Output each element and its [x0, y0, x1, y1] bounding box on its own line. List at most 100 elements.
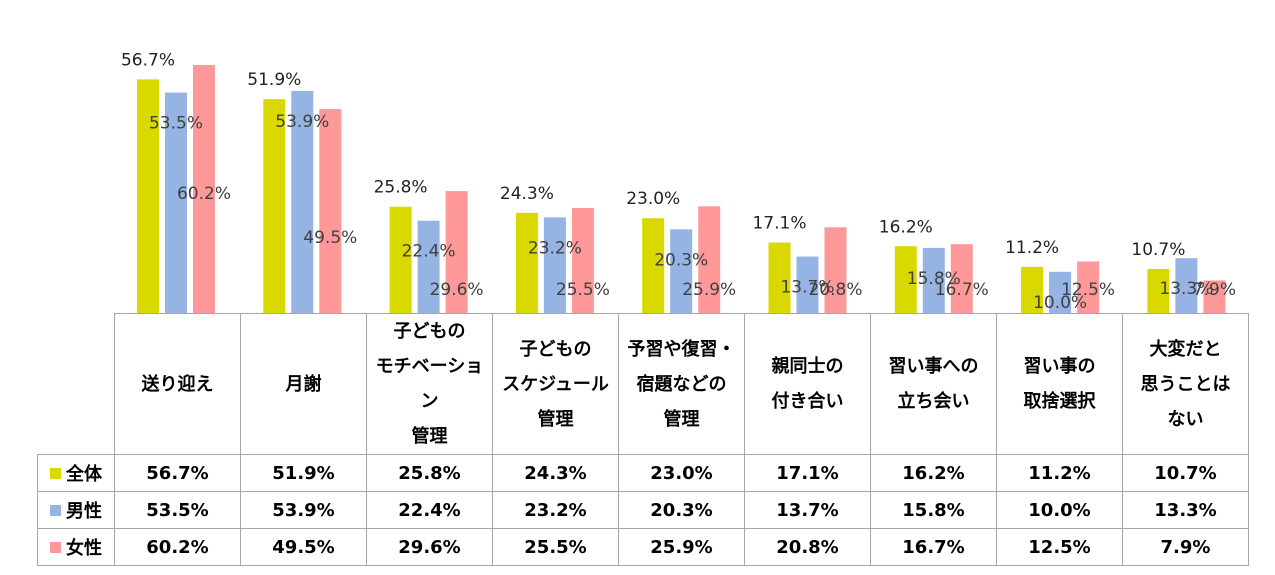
bar-全体-5: [768, 242, 791, 313]
table-cell-女性-7: 12.5%: [996, 528, 1123, 566]
table-cell-全体-1: 51.9%: [240, 454, 367, 492]
bar-女性-7: [1077, 261, 1100, 313]
table-corner: [37, 313, 115, 455]
table-cell-男性-5: 13.7%: [744, 491, 871, 529]
data-label-女性-5: 20.8%: [808, 280, 862, 300]
bar-男性-5: [796, 256, 819, 313]
data-table: 送り迎え 月謝 子どもの モチベーション 管理 子どもの スケジュール 管理 予習や復習・ 宿題な…: [37, 313, 1249, 566]
data-label-全体-6: 16.2%: [879, 217, 933, 237]
table-cell-女性-5: 20.8%: [744, 528, 871, 566]
table-cell-全体-2: 25.8%: [366, 454, 493, 492]
bar-女性-8: [1203, 280, 1226, 313]
table-cell-男性-1: 53.9%: [240, 491, 367, 529]
category-header-3: 子どもの スケジュール 管理: [492, 313, 619, 455]
bar-全体-6: [894, 246, 917, 313]
legend-swatch: [50, 504, 61, 516]
legend-entry-男性: 男性: [37, 491, 115, 529]
bar-女性-6: [950, 244, 973, 313]
bar-全体-7: [1021, 266, 1044, 313]
table-cell-女性-1: 49.5%: [240, 528, 367, 566]
data-label-男性-0: 53.5%: [149, 114, 203, 134]
data-label-全体-0: 56.7%: [121, 50, 175, 70]
bar-女性-0: [193, 64, 215, 313]
data-label-男性-1: 53.9%: [275, 112, 329, 132]
series-row-女性: 女性 60.2% 49.5% 29.6% 25.5% 25.9% 20.8% 16.7% 12.…: [37, 528, 1249, 566]
legend-swatch: [50, 541, 61, 553]
table-cell-女性-4: 25.9%: [618, 528, 745, 566]
bar-男性-4: [670, 229, 693, 313]
bar-男性-0: [165, 92, 187, 313]
bar-女性-1: [319, 109, 342, 313]
table-cell-男性-6: 15.8%: [870, 491, 997, 529]
table-cell-女性-0: 60.2%: [114, 528, 241, 566]
bar-全体-8: [1147, 268, 1170, 313]
table-cell-全体-0: 56.7%: [114, 454, 241, 492]
table-cell-男性-4: 20.3%: [618, 491, 745, 529]
bar-男性-8: [1175, 258, 1198, 313]
table-cell-男性-2: 22.4%: [366, 491, 493, 529]
category-header-2: 子どもの モチベーション 管理: [366, 313, 493, 455]
legend-swatch: [50, 467, 61, 479]
category-header-5: 親同士の 付き合い: [744, 313, 871, 455]
bar-女性-2: [445, 191, 468, 313]
category-header-7: 習い事の 取捨選択: [996, 313, 1123, 455]
category-header-4: 予習や復習・ 宿題などの 管理: [618, 313, 745, 455]
table-cell-全体-3: 24.3%: [492, 454, 619, 492]
category-row: 送り迎え 月謝 子どもの モチベーション 管理 子どもの スケジュール 管理 予習や復習・ 宿題な…: [37, 313, 1249, 455]
table-cell-全体-4: 23.0%: [618, 454, 745, 492]
table-cell-全体-5: 17.1%: [744, 454, 871, 492]
data-label-全体-2: 25.8%: [374, 178, 428, 198]
bar-男性-1: [291, 90, 314, 313]
bar-全体-0: [137, 79, 159, 313]
category-header-1: 月謝: [240, 313, 367, 455]
data-label-男性-6: 15.8%: [907, 269, 961, 289]
bar-全体-4: [642, 218, 665, 313]
data-label-女性-0: 60.2%: [177, 184, 231, 204]
table-cell-男性-3: 23.2%: [492, 491, 619, 529]
bar-女性-4: [698, 206, 721, 313]
bar-男性-3: [543, 217, 566, 313]
table-cell-女性-3: 25.5%: [492, 528, 619, 566]
bar-男性-2: [417, 220, 440, 313]
data-label-女性-3: 25.5%: [556, 280, 610, 300]
data-label-男性-3: 23.2%: [528, 238, 582, 258]
data-label-男性-5: 13.7%: [780, 278, 834, 298]
data-label-女性-4: 25.9%: [682, 280, 736, 300]
bar-全体-3: [515, 212, 538, 313]
bar-全体-1: [263, 99, 286, 313]
bar-男性-6: [922, 247, 945, 313]
data-label-女性-6: 16.7%: [935, 280, 989, 300]
category-header-6: 習い事への 立ち会い: [870, 313, 997, 455]
bar-全体-2: [389, 206, 412, 313]
table-cell-全体-8: 10.7%: [1122, 454, 1249, 492]
data-label-女性-1: 49.5%: [303, 228, 357, 248]
data-label-女性-8: 7.9%: [1193, 280, 1236, 300]
data-label-全体-4: 23.0%: [626, 189, 680, 209]
bar-女性-3: [571, 207, 594, 313]
data-label-男性-2: 22.4%: [402, 242, 456, 262]
data-label-全体-3: 24.3%: [500, 184, 554, 204]
table-cell-男性-7: 10.0%: [996, 491, 1123, 529]
table-cell-男性-8: 13.3%: [1122, 491, 1249, 529]
category-header-8: 大変だと 思うことは ない: [1122, 313, 1249, 455]
table-cell-女性-6: 16.7%: [870, 528, 997, 566]
data-label-男性-4: 20.3%: [654, 250, 708, 270]
data-label-女性-7: 12.5%: [1061, 280, 1115, 300]
data-label-全体-8: 10.7%: [1131, 240, 1185, 260]
data-label-女性-2: 29.6%: [430, 280, 484, 300]
table-cell-全体-6: 16.2%: [870, 454, 997, 492]
legend-entry-女性: 女性: [37, 528, 115, 566]
table-cell-全体-7: 11.2%: [996, 454, 1123, 492]
table-cell-女性-2: 29.6%: [366, 528, 493, 566]
data-label-全体-1: 51.9%: [247, 70, 301, 90]
data-label-男性-8: 13.3%: [1159, 279, 1213, 299]
series-row-男性: 男性 53.5% 53.9% 22.4% 23.2% 20.3% 13.7% 15.8% 10.…: [37, 491, 1249, 529]
table-cell-女性-8: 7.9%: [1122, 528, 1249, 566]
series-row-全体: 全体 56.7% 51.9% 25.8% 24.3% 23.0% 17.1% 16.2% 11.…: [37, 454, 1249, 492]
data-label-全体-7: 11.2%: [1005, 238, 1059, 258]
data-label-男性-7: 10.0%: [1033, 293, 1087, 313]
data-label-全体-5: 17.1%: [752, 214, 806, 234]
legend-entry-全体: 全体: [37, 454, 115, 492]
bar-男性-7: [1049, 271, 1072, 313]
